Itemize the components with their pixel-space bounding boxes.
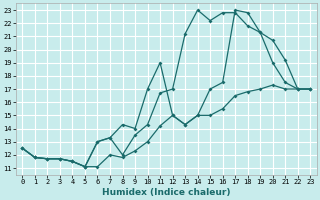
X-axis label: Humidex (Indice chaleur): Humidex (Indice chaleur) [102, 188, 231, 197]
